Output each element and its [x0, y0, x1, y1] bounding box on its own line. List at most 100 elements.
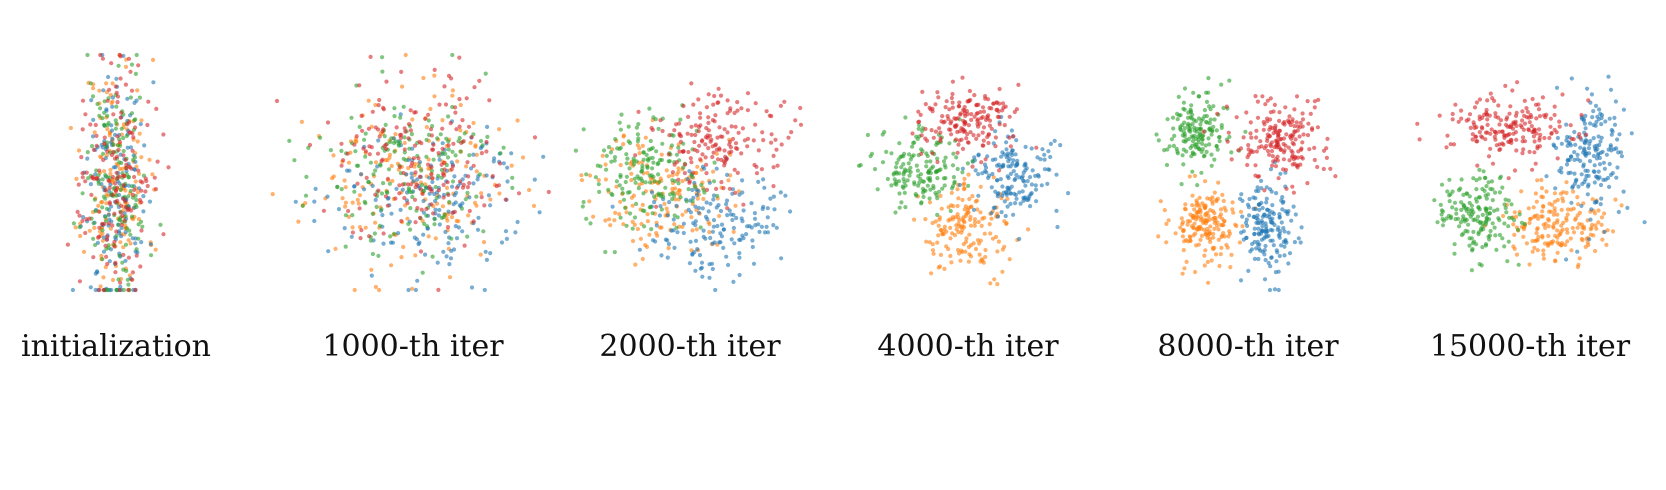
scatter-point	[411, 156, 416, 161]
scatter-point	[1305, 133, 1311, 138]
scatter-point	[1277, 235, 1282, 240]
scatter-point	[1530, 238, 1535, 244]
scatter-point	[127, 206, 132, 211]
scatter-point	[397, 164, 402, 170]
scatter-point	[410, 160, 415, 166]
scatter-point	[680, 212, 685, 217]
scatter-point	[999, 154, 1004, 159]
scatter-point	[977, 241, 982, 246]
scatter-point	[966, 259, 972, 264]
scatter-point	[426, 112, 431, 117]
scatter-point	[1017, 175, 1022, 180]
scatter-point	[1264, 185, 1269, 190]
scatter-points	[1154, 76, 1338, 293]
scatter-point	[1599, 222, 1604, 227]
scatter-point	[635, 132, 641, 137]
scatter-point	[313, 186, 318, 191]
scatter-point	[370, 183, 375, 188]
scatter-point	[980, 143, 985, 148]
scatter-point	[1474, 199, 1479, 204]
scatter-point	[81, 215, 86, 220]
scatter-point	[882, 129, 887, 135]
scatter-point	[778, 190, 783, 195]
scatter-point	[1175, 117, 1180, 122]
scatter-point	[1197, 147, 1202, 152]
scatter-point	[1629, 131, 1634, 136]
scatter-point	[940, 232, 945, 237]
scatter-point	[108, 182, 113, 187]
scatter-point	[912, 217, 917, 222]
scatter-point	[135, 139, 140, 144]
scatter-point	[1487, 233, 1493, 238]
scatter-point	[643, 180, 648, 185]
scatter-point	[155, 159, 160, 164]
scatter-point	[702, 166, 707, 171]
scatter-point	[1537, 135, 1542, 141]
scatter-point	[460, 229, 465, 234]
scatter-point	[1259, 228, 1264, 233]
scatter-point	[479, 151, 484, 156]
scatter-point	[1497, 232, 1502, 238]
scatter-point	[1272, 287, 1277, 292]
scatter-point	[437, 207, 442, 213]
scatter-point	[107, 201, 112, 206]
scatter-point	[584, 172, 589, 177]
scatter-point	[1610, 229, 1616, 234]
scatter-point	[358, 236, 363, 241]
scatter-point	[1522, 121, 1528, 126]
scatter-point	[421, 198, 426, 204]
scatter-point	[645, 212, 650, 217]
scatter-point	[681, 230, 686, 236]
scatter-point	[1221, 231, 1226, 236]
scatter-point	[474, 169, 479, 174]
scatter-point	[1450, 117, 1455, 122]
scatter-point	[1608, 145, 1613, 150]
scatter-point	[110, 99, 115, 104]
scatter-point	[707, 230, 712, 235]
scatter-point	[701, 228, 706, 233]
scatter-point	[1283, 239, 1288, 244]
scatter-point	[458, 102, 463, 108]
scatter-point	[1261, 127, 1266, 132]
scatter-point	[422, 221, 427, 226]
scatter-point	[410, 117, 415, 122]
scatter-point	[603, 218, 608, 223]
scatter-point	[1488, 91, 1493, 96]
scatter-point	[952, 181, 957, 186]
scatter-point	[1266, 260, 1271, 266]
scatter-point	[440, 146, 445, 151]
scatter-point	[631, 156, 636, 161]
scatter-point	[1541, 204, 1546, 209]
scatter-point	[1249, 135, 1254, 140]
scatter-point	[1565, 239, 1570, 244]
scatter-point	[988, 281, 993, 286]
scatter-point	[503, 229, 509, 234]
scatter-point	[91, 255, 96, 260]
scatter-point	[703, 142, 708, 147]
scatter-point	[1555, 197, 1560, 203]
scatter-point	[771, 165, 776, 170]
scatter-point	[389, 163, 394, 169]
scatter-point	[436, 173, 441, 178]
scatter-point	[1479, 228, 1484, 233]
scatter-point	[381, 107, 386, 112]
scatter-point	[1452, 251, 1457, 256]
scatter-point	[93, 242, 98, 248]
scatter-point	[711, 218, 717, 223]
scatter-point	[1225, 139, 1230, 144]
scatter-points	[1415, 74, 1647, 273]
scatter-point	[725, 130, 730, 135]
scatter-point	[1522, 222, 1527, 227]
scatter-point	[134, 197, 139, 203]
scatter-point	[699, 182, 704, 188]
scatter-point	[1470, 247, 1475, 252]
scatter-point	[620, 191, 625, 196]
scatter-point	[704, 171, 709, 176]
scatter-point	[1179, 216, 1184, 221]
scatter-point	[149, 253, 154, 258]
scatter-point	[676, 166, 681, 171]
scatter-point	[1461, 192, 1466, 197]
scatter-point	[1286, 230, 1291, 235]
scatter-point	[1488, 228, 1493, 234]
scatter-point	[1589, 92, 1594, 97]
